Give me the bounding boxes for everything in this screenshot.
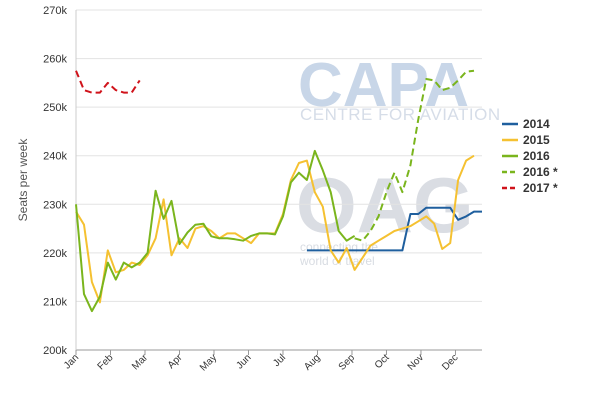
x-tick-label: Mar	[130, 352, 150, 372]
x-tick-label: Oct	[373, 352, 392, 371]
y-tick-label: 230k	[43, 199, 67, 211]
y-tick-label: 270k	[43, 5, 67, 17]
x-tick-label: Apr	[166, 352, 185, 371]
y-tick-label: 210k	[43, 296, 67, 308]
series-lines	[75, 69, 482, 313]
watermark: CAPA CENTRE FOR AVIATION OAG connecting …	[296, 51, 501, 268]
x-tick-label: Aug	[302, 352, 322, 372]
y-tick-label: 200k	[43, 345, 67, 357]
x-tick-label: Sep	[337, 352, 358, 373]
legend-label: 2015	[523, 133, 550, 147]
y-tick-label: 250k	[43, 102, 67, 114]
x-tick-label: Jun	[234, 352, 253, 371]
y-tick-label: 260k	[43, 54, 67, 66]
watermark-capa-sub: CENTRE FOR AVIATION	[300, 105, 501, 124]
x-tick-label: Dec	[440, 352, 460, 372]
x-tick-label: May	[198, 352, 219, 373]
y-axis-ticks: 200k 210k 220k 230k 240k 250k 260k 270k	[43, 5, 67, 357]
legend-label: 2017 *	[523, 181, 558, 195]
legend: 2014 2015 2016 2016 * 2017 *	[502, 117, 558, 195]
watermark-capa: CAPA	[298, 51, 469, 120]
y-tick-label: 220k	[43, 248, 67, 260]
x-axis-ticks: Jan Feb Mar Apr May Jun Jul Aug Sep Oct Nov Dec	[62, 350, 461, 373]
y-tick-label: 240k	[43, 151, 67, 163]
series-line-4	[75, 70, 141, 94]
series-line-0	[306, 206, 482, 252]
legend-label: 2016	[523, 149, 550, 163]
legend-label: 2014	[523, 117, 550, 131]
x-tick-label: Feb	[96, 352, 116, 372]
series-line-3	[354, 69, 475, 242]
x-tick-label: Nov	[406, 352, 426, 372]
axes	[75, 10, 482, 351]
x-tick-label: Jul	[271, 352, 288, 369]
grid-lines	[76, 9, 482, 302]
series-line-2	[75, 149, 356, 313]
legend-label: 2016 *	[523, 165, 558, 179]
y-axis-label: Seats per week	[16, 138, 30, 222]
